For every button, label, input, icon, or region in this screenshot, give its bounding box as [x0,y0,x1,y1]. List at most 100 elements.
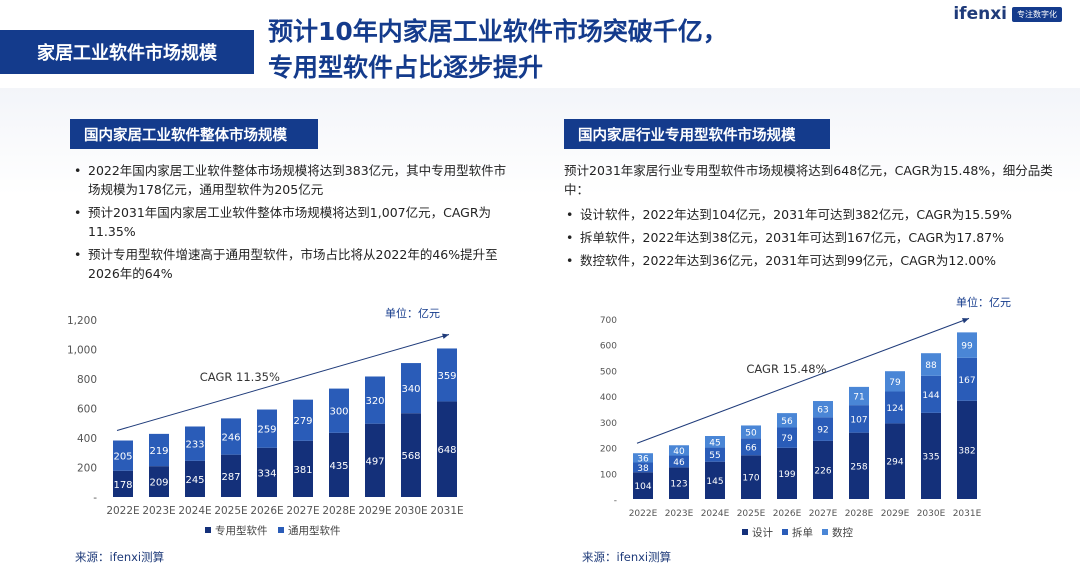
x-tick-label: 2027E [286,505,319,517]
bar-value-label: 226 [814,466,831,476]
y-tick-label: 700 [600,316,617,326]
bar-2 [113,440,133,471]
bar-value-label: 123 [670,480,687,490]
bar-value-label: 36 [637,454,649,464]
bar-2 [705,447,725,462]
cagr-trend-line [116,333,450,431]
y-tick-label: 1,200 [67,315,97,327]
bar-value-label: 79 [781,434,793,444]
bar-2 [329,388,349,433]
x-tick-label: 2027E [809,509,838,519]
bar-3 [633,453,653,463]
left-bullets: 2022年国内家居工业软件整体市场规模将达到383亿元，其中专用型软件市场规模为… [72,161,512,287]
bar-1 [741,455,761,499]
y-tick-label: 600 [600,342,617,352]
y-tick-label: - [614,496,617,506]
bar-3 [813,401,833,418]
bar-value-label: 497 [365,456,384,467]
bar-3 [669,445,689,456]
legend-swatch [742,529,748,535]
y-tick-label: 500 [600,367,617,377]
x-tick-label: 2030E [394,505,427,517]
left-source: 来源：ifenxi测算 [75,550,165,564]
bar-value-label: 246 [221,433,240,444]
bar-1 [437,401,457,497]
left-unit-label: 单位：亿元 [385,307,440,320]
bar-value-label: 50 [745,428,757,438]
x-tick-label: 2028E [322,505,355,517]
legend-label: 专用型软件 [215,524,268,537]
bar-2 [401,363,421,414]
bar-2 [957,357,977,401]
bar-value-label: 145 [706,477,723,487]
bar-2 [669,455,689,468]
x-tick-label: 2023E [665,509,694,519]
bar-1 [957,400,977,499]
bar-1 [365,423,385,497]
bar-value-label: 435 [329,461,348,472]
right-bullet-3: 数控软件，2022年达到36亿元，2031年可达到99亿元，CAGR为12.00… [564,251,1054,270]
bar-1 [705,461,725,499]
bar-1 [813,440,833,499]
bar-2 [849,405,869,433]
cagr-label: CAGR 15.48% [746,362,826,376]
y-tick-label: 400 [600,393,617,403]
bar-1 [221,454,241,497]
section-tag: 家居工业软件市场规模 [0,30,254,74]
x-tick-label: 2028E [845,509,874,519]
bar-2 [221,418,241,455]
y-tick-label: 200 [77,463,97,475]
bar-value-label: 258 [850,462,867,472]
x-tick-label: 2026E [250,505,283,517]
bar-value-label: 205 [113,452,132,463]
bar-value-label: 71 [853,393,864,403]
y-tick-label: 1,000 [67,345,97,357]
bar-value-label: 170 [742,474,759,484]
bar-3 [885,371,905,392]
headline-line-2: 专用型软件占比逐步提升 [268,53,544,82]
bar-value-label: 104 [634,482,651,492]
y-tick-label: 300 [600,419,617,429]
bar-2 [885,391,905,424]
legend-swatch [822,529,828,535]
bar-1 [149,466,169,497]
right-bullet-1: 设计软件，2022年达到104亿元，2031年可达到382亿元，CAGR为15.… [564,205,1054,224]
bar-2 [813,417,833,441]
bar-2 [437,348,457,402]
left-bullet-2: 预计2031年国内家居工业软件整体市场规模将达到1,007亿元，CAGR为11.… [72,203,512,241]
legend-label: 通用型软件 [288,524,341,537]
bar-value-label: 287 [221,472,240,483]
legend-swatch [278,527,284,533]
bar-1 [885,423,905,499]
x-tick-label: 2024E [178,505,211,517]
bar-value-label: 381 [293,465,312,476]
cagr-label: CAGR 11.35% [200,370,280,384]
logo-text: ifenxi [953,4,1007,24]
bar-value-label: 107 [850,415,867,425]
right-panel-title: 国内家居行业专用型软件市场规模 [564,119,830,149]
bar-value-label: 219 [149,446,168,457]
right-text: 预计2031年家居行业专用型软件市场规模将达到648亿元，CAGR为15.48%… [564,161,1054,274]
x-tick-label: 2022E [629,509,658,519]
cagr-arrow-head [442,333,449,339]
x-tick-label: 2031E [430,505,463,517]
cagr-trend-line [636,317,970,444]
bar-1 [777,447,797,499]
bar-1 [113,470,133,497]
right-source: 来源：ifenxi测算 [582,550,672,564]
bar-value-label: 99 [961,342,973,352]
left-panel-title: 国内家居工业软件整体市场规模 [70,119,318,149]
logo-tag: 专注数字化 [1012,6,1062,22]
bar-3 [921,353,941,376]
bar-3 [705,436,725,448]
bar-value-label: 88 [925,361,937,371]
bar-3 [849,386,869,406]
x-tick-label: 2029E [881,509,910,519]
bar-value-label: 178 [113,480,132,491]
bar-value-label: 233 [185,440,204,451]
bar-1 [401,413,421,497]
x-tick-label: 2023E [142,505,175,517]
bar-value-label: 45 [709,438,720,448]
legend-label: 设计 [752,526,773,539]
bar-value-label: 79 [889,378,901,388]
